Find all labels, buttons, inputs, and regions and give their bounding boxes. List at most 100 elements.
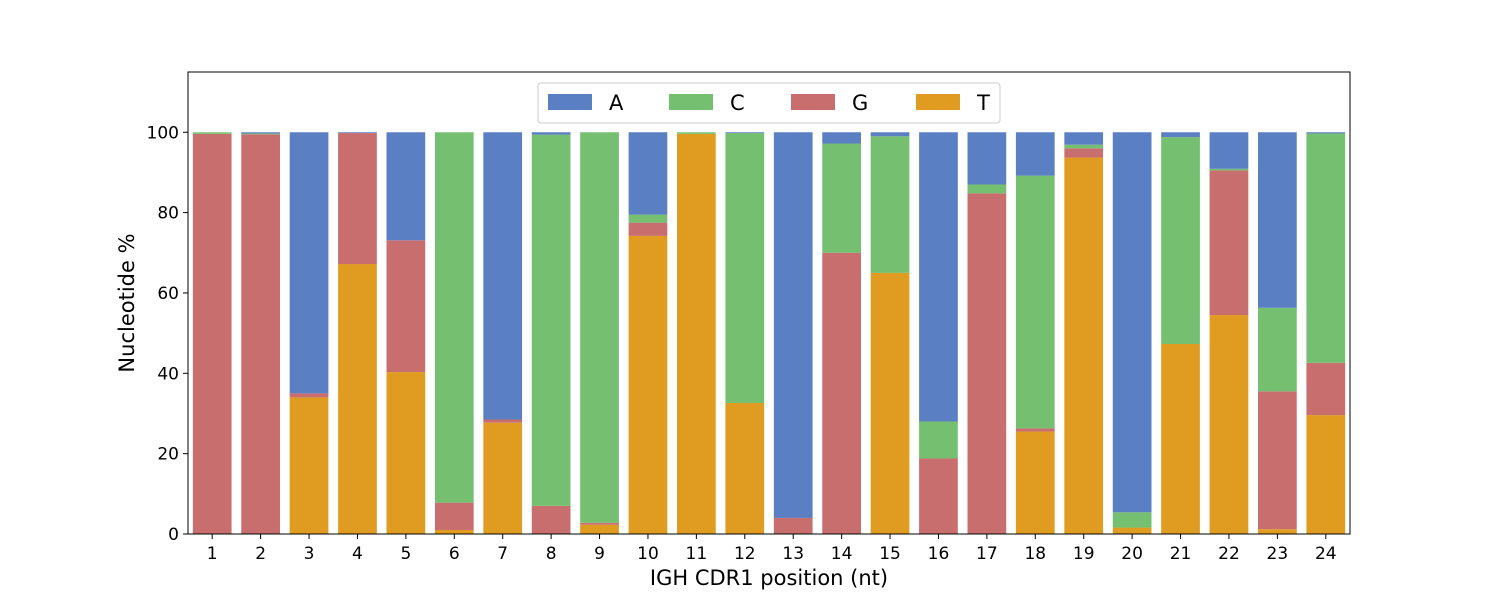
bar-segment-T-pos-20 (1112, 527, 1152, 534)
bar-segment-C-pos-18 (1015, 175, 1055, 429)
bar-segment-T-pos-15 (870, 272, 910, 534)
legend-swatch-C (669, 94, 713, 110)
x-tick-label: 15 (879, 544, 901, 564)
x-tick-label: 20 (1121, 544, 1143, 564)
x-tick-label: 1 (207, 544, 218, 564)
x-tick-label: 16 (928, 544, 950, 564)
y-axis-label: Nucleotide % (115, 233, 139, 372)
bar-segment-G-pos-19 (1064, 148, 1104, 158)
y-tick-label: 60 (157, 284, 179, 304)
x-tick-label: 13 (782, 544, 804, 564)
bar-segment-A-pos-16 (919, 132, 958, 422)
ticks-layer: 1 2 3 4 5 6 7 8 9 10 11 12 13 14 15 16 17 18 19 20 21 22 23 240… (147, 123, 1337, 564)
legend-label-C: C (730, 91, 745, 115)
bar-segment-C-pos-20 (1112, 512, 1152, 528)
legend-swatch-A (548, 94, 592, 110)
bar-segment-A-pos-17 (967, 132, 1007, 185)
bar-segment-G-pos-18 (1015, 428, 1055, 432)
bar-segment-A-pos-20 (1112, 132, 1152, 513)
bar-segment-C-pos-22 (1209, 168, 1249, 171)
y-tick-label: 0 (168, 525, 179, 545)
bar-segment-G-pos-23 (1258, 391, 1297, 530)
bar-segment-G-pos-2 (241, 134, 280, 534)
x-tick-label: 5 (400, 544, 411, 564)
bar-segment-C-pos-24 (1306, 133, 1346, 363)
bar-segment-A-pos-12 (725, 132, 765, 134)
bar-segment-T-pos-12 (725, 403, 765, 534)
x-tick-label: 4 (352, 544, 363, 564)
legend-label-G: G (852, 91, 868, 115)
bar-segment-A-pos-24 (1306, 132, 1346, 134)
x-tick-label: 12 (734, 544, 756, 564)
y-tick-label: 40 (157, 364, 179, 384)
x-tick-label: 22 (1218, 544, 1240, 564)
bar-segment-G-pos-10 (628, 222, 668, 236)
bar-segment-C-pos-8 (531, 134, 571, 506)
bar-segment-A-pos-3 (289, 132, 329, 394)
x-tick-label: 14 (831, 544, 853, 564)
bar-segment-G-pos-17 (967, 193, 1007, 534)
x-tick-label: 24 (1315, 544, 1337, 564)
bar-segment-C-pos-12 (725, 133, 765, 404)
x-tick-label: 18 (1024, 544, 1046, 564)
bar-segment-T-pos-10 (628, 235, 668, 534)
bar-segment-G-pos-6 (434, 502, 474, 530)
bar-segment-T-pos-6 (434, 529, 474, 534)
bar-segment-C-pos-21 (1161, 137, 1200, 344)
bar-segment-C-pos-6 (434, 132, 474, 503)
bar-segment-A-pos-19 (1064, 132, 1104, 145)
bar-segment-G-pos-8 (531, 505, 571, 534)
y-tick-label: 20 (157, 445, 179, 465)
y-tick-label: 100 (147, 123, 179, 143)
bar-segment-A-pos-14 (822, 132, 861, 144)
x-tick-label: 21 (1170, 544, 1192, 564)
bar-segment-A-pos-2 (241, 132, 280, 134)
y-tick-label: 80 (157, 204, 179, 224)
bar-segment-A-pos-18 (1015, 132, 1055, 176)
bar-segment-C-pos-17 (967, 184, 1007, 194)
bar-segment-G-pos-13 (773, 517, 813, 534)
bar-segment-A-pos-23 (1258, 132, 1297, 308)
bar-segment-G-pos-16 (919, 458, 958, 534)
bar-segment-T-pos-22 (1209, 315, 1249, 534)
bar-segment-C-pos-19 (1064, 144, 1104, 149)
bar-segment-A-pos-21 (1161, 132, 1200, 138)
legend-box (537, 82, 1001, 124)
bar-segment-C-pos-14 (822, 143, 861, 253)
bar-segment-G-pos-1 (192, 133, 232, 534)
bar-segment-C-pos-16 (919, 421, 958, 459)
bar-segment-G-pos-14 (822, 252, 861, 534)
bar-segment-A-pos-15 (870, 132, 910, 137)
bar-segment-C-pos-23 (1258, 307, 1297, 392)
x-tick-label: 8 (546, 544, 557, 564)
bar-segment-A-pos-5 (386, 132, 426, 241)
bar-segment-T-pos-9 (580, 524, 619, 534)
bar-segment-G-pos-7 (483, 419, 523, 423)
bars-layer (192, 132, 1346, 534)
x-tick-label: 9 (594, 544, 605, 564)
x-axis-label: IGH CDR1 position (nt) (650, 566, 888, 590)
x-tick-label: 17 (976, 544, 998, 564)
bar-segment-T-pos-5 (386, 372, 426, 534)
bar-segment-A-pos-13 (773, 132, 813, 518)
bar-segment-A-pos-8 (531, 132, 571, 135)
bar-segment-A-pos-7 (483, 132, 523, 420)
bar-segment-T-pos-4 (338, 264, 377, 534)
bar-segment-G-pos-9 (580, 522, 619, 525)
bar-segment-C-pos-11 (677, 132, 716, 134)
bar-segment-A-pos-10 (628, 132, 668, 215)
legend-label-T: T (976, 91, 990, 115)
x-tick-label: 23 (1267, 544, 1289, 564)
x-tick-label: 10 (637, 544, 659, 564)
bar-segment-A-pos-4 (338, 132, 377, 134)
x-tick-label: 6 (449, 544, 460, 564)
bar-segment-G-pos-22 (1209, 170, 1249, 316)
bar-segment-T-pos-23 (1258, 529, 1297, 534)
bar-segment-T-pos-19 (1064, 157, 1104, 534)
bar-segment-C-pos-1 (192, 132, 232, 134)
x-tick-label: 19 (1073, 544, 1095, 564)
x-tick-label: 2 (255, 544, 266, 564)
